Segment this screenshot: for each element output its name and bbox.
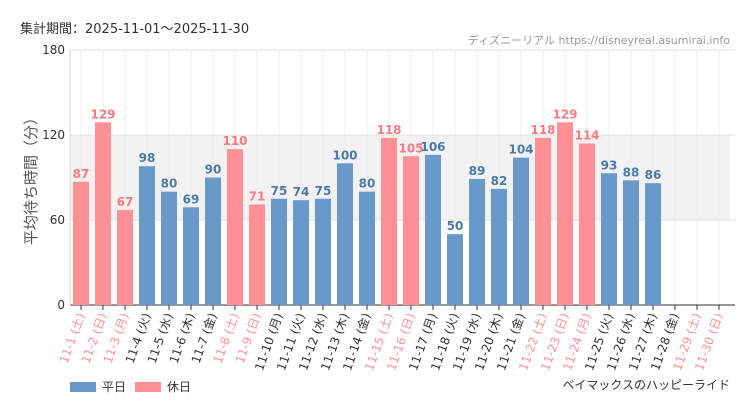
data-label: 88 xyxy=(623,165,640,179)
bar xyxy=(271,198,287,305)
data-label: 104 xyxy=(508,143,533,157)
bar xyxy=(315,198,331,305)
bar xyxy=(557,122,573,305)
bar xyxy=(183,207,199,305)
y-tick-label: 60 xyxy=(50,213,65,227)
shaded-band xyxy=(70,135,730,220)
legend-swatch xyxy=(135,381,161,392)
bar xyxy=(513,157,529,305)
data-label: 80 xyxy=(161,177,178,191)
bar xyxy=(579,143,595,305)
data-label: 71 xyxy=(249,189,266,203)
data-label: 118 xyxy=(530,123,555,137)
bar xyxy=(227,149,243,305)
bar xyxy=(491,188,507,305)
bar xyxy=(601,173,617,305)
y-tick-label: 180 xyxy=(42,43,65,57)
data-label: 129 xyxy=(90,107,115,121)
bar xyxy=(359,191,375,305)
data-label: 75 xyxy=(315,184,332,198)
data-label: 89 xyxy=(469,164,486,178)
bar xyxy=(535,137,551,305)
data-label: 110 xyxy=(222,134,247,148)
bar xyxy=(117,210,133,305)
legend-swatch xyxy=(70,381,96,392)
bar xyxy=(403,156,419,305)
bar xyxy=(469,178,485,305)
data-label: 93 xyxy=(601,158,618,172)
chart-title: ベイマックスのハッピーライド xyxy=(562,378,730,392)
bar xyxy=(205,177,221,305)
data-label: 80 xyxy=(359,177,376,191)
data-label: 105 xyxy=(398,141,423,155)
data-label: 82 xyxy=(491,174,508,188)
y-axis-label: 平均待ち時間（分） xyxy=(22,110,40,245)
data-label: 129 xyxy=(552,107,577,121)
legend-label: 休日 xyxy=(167,380,192,394)
data-label: 50 xyxy=(447,219,464,233)
data-label: 118 xyxy=(376,123,401,137)
y-tick-label: 120 xyxy=(42,128,65,142)
y-tick-label: 0 xyxy=(57,298,65,312)
source-label: ディズニーリアル https://disneyreal.asumirai.inf… xyxy=(467,34,730,47)
data-label: 75 xyxy=(271,184,288,198)
data-label: 100 xyxy=(332,148,357,162)
data-label: 90 xyxy=(205,163,222,177)
bar xyxy=(337,163,353,305)
bar xyxy=(425,154,441,305)
bar xyxy=(381,137,397,305)
legend-holiday[interactable]: 休日 xyxy=(135,378,191,395)
legend-label: 平日 xyxy=(102,380,127,394)
data-label: 114 xyxy=(574,129,599,143)
bar xyxy=(95,122,111,305)
bar xyxy=(447,234,463,305)
data-label: 69 xyxy=(183,192,200,206)
bar xyxy=(161,191,177,305)
bar xyxy=(139,166,155,305)
data-label: 86 xyxy=(645,168,662,182)
bar xyxy=(623,180,639,305)
data-label: 106 xyxy=(420,140,445,154)
period-label: 集計期間：2025-11-01〜2025-11-30 xyxy=(20,22,250,37)
bar xyxy=(73,181,89,305)
bar xyxy=(645,183,661,305)
data-label: 87 xyxy=(73,167,90,181)
legend-weekday[interactable]: 平日 xyxy=(70,378,126,395)
data-label: 74 xyxy=(293,185,310,199)
bar xyxy=(293,200,309,305)
bar xyxy=(249,204,265,305)
data-label: 98 xyxy=(139,151,156,165)
data-label: 67 xyxy=(117,195,134,209)
